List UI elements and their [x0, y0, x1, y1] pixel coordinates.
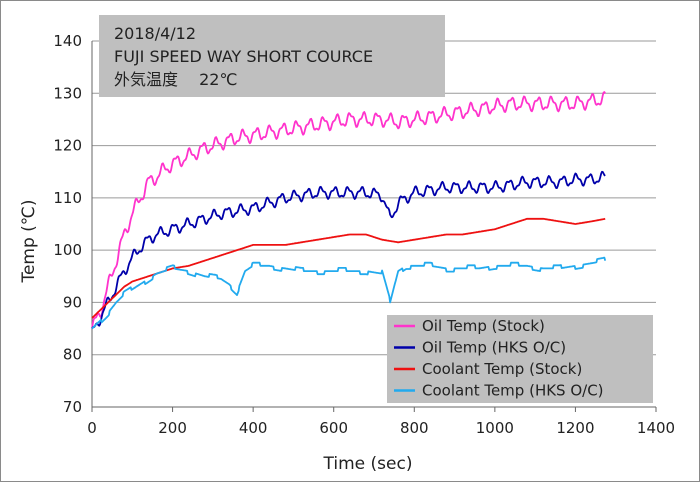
series-line-4: [91, 256, 607, 330]
x-tick-label: 200: [158, 419, 187, 437]
series-line-2: [91, 170, 606, 329]
y-tick-label: 80: [63, 346, 82, 364]
y-tick-label: 130: [53, 84, 82, 102]
y-tick-label: 70: [63, 398, 82, 416]
x-tick-label: 1200: [556, 419, 594, 437]
x-axis-title: Time (sec): [323, 454, 413, 474]
y-tick-label: 140: [53, 32, 82, 50]
legend-label-2: Oil Temp (HKS O/C): [422, 339, 566, 357]
axes: [91, 41, 657, 412]
series-line-3: [91, 217, 606, 319]
annotation-ambient-temp: 外気温度 22℃: [114, 70, 237, 89]
x-tick-label: 1000: [476, 419, 514, 437]
annotation-box-bg: [99, 15, 445, 97]
x-tick-label: 800: [400, 419, 429, 437]
y-tick-label: 100: [53, 241, 82, 259]
x-tick-label: 0: [87, 419, 97, 437]
annotation-course: FUJI SPEED WAY SHORT COURCE: [114, 47, 373, 66]
x-tick-label: 1400: [637, 419, 675, 437]
legend: Oil Temp (Stock) Oil Temp (HKS O/C) Coolan…: [387, 315, 653, 403]
series-line-1: [91, 91, 606, 329]
legend-bg: [387, 315, 653, 403]
y-tick-label: 120: [53, 137, 82, 155]
annotation-date: 2018/4/12: [114, 24, 196, 43]
x-tick-label: 600: [319, 419, 348, 437]
series-lines: [91, 91, 607, 330]
y-tick-label: 110: [53, 189, 82, 207]
x-tick-label: 400: [239, 419, 268, 437]
annotation-box: 2018/4/12 FUJI SPEED WAY SHORT COURCE 外気…: [99, 15, 445, 97]
legend-label-4: Coolant Temp (HKS O/C): [422, 382, 604, 400]
y-axis-title: Temp (℃): [19, 199, 39, 283]
legend-label-3: Coolant Temp (Stock): [422, 360, 582, 378]
y-tick-label: 90: [63, 293, 82, 311]
legend-label-1: Oil Temp (Stock): [422, 317, 545, 335]
